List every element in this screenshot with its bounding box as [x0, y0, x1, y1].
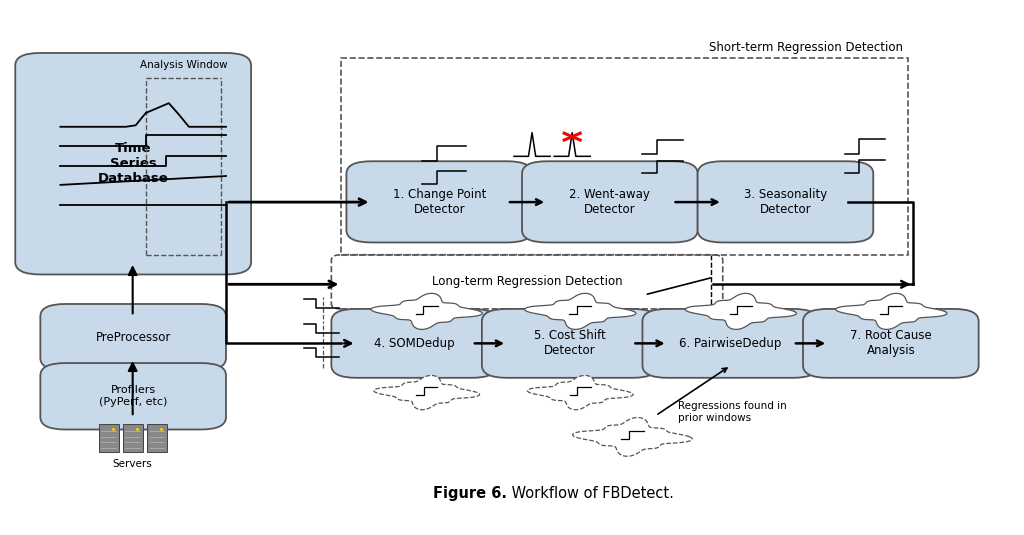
- Polygon shape: [374, 376, 479, 410]
- Text: Analysis Window: Analysis Window: [139, 60, 227, 70]
- Polygon shape: [527, 376, 633, 410]
- FancyBboxPatch shape: [803, 309, 979, 378]
- Text: Regressions found in
prior windows: Regressions found in prior windows: [678, 401, 786, 423]
- Text: Profilers
(PyPerf, etc): Profilers (PyPerf, etc): [99, 386, 167, 407]
- Text: 5. Cost Shift
Detector: 5. Cost Shift Detector: [534, 330, 605, 357]
- Text: Figure 6.: Figure 6.: [433, 486, 507, 501]
- Text: 1. Change Point
Detector: 1. Change Point Detector: [392, 188, 486, 216]
- Text: Time
Series
Database: Time Series Database: [98, 142, 169, 185]
- Text: PreProcessor: PreProcessor: [95, 331, 171, 343]
- FancyBboxPatch shape: [146, 424, 167, 452]
- Polygon shape: [685, 293, 797, 330]
- Polygon shape: [836, 293, 947, 330]
- Text: Short-term Regression Detection: Short-term Regression Detection: [710, 41, 903, 54]
- FancyBboxPatch shape: [697, 161, 873, 242]
- FancyBboxPatch shape: [15, 53, 251, 274]
- FancyBboxPatch shape: [482, 309, 657, 378]
- FancyBboxPatch shape: [98, 424, 119, 452]
- Text: 2. Went-away
Detector: 2. Went-away Detector: [569, 188, 650, 216]
- Text: 3. Seasonality
Detector: 3. Seasonality Detector: [743, 188, 827, 216]
- FancyBboxPatch shape: [642, 309, 818, 378]
- Text: Long-term Regression Detection: Long-term Regression Detection: [432, 276, 623, 288]
- Text: 6. PairwiseDedup: 6. PairwiseDedup: [679, 337, 781, 350]
- FancyBboxPatch shape: [40, 304, 226, 370]
- Text: 7. Root Cause
Analysis: 7. Root Cause Analysis: [850, 330, 932, 357]
- Text: Servers: Servers: [113, 459, 153, 469]
- FancyBboxPatch shape: [123, 424, 142, 452]
- Polygon shape: [572, 417, 692, 456]
- Text: 4. SOMDedup: 4. SOMDedup: [374, 337, 455, 350]
- FancyBboxPatch shape: [332, 309, 497, 378]
- FancyBboxPatch shape: [522, 161, 697, 242]
- FancyBboxPatch shape: [346, 161, 532, 242]
- Text: Workflow of FBDetect.: Workflow of FBDetect.: [507, 486, 674, 501]
- FancyBboxPatch shape: [40, 363, 226, 430]
- Polygon shape: [371, 293, 482, 330]
- Polygon shape: [524, 293, 636, 330]
